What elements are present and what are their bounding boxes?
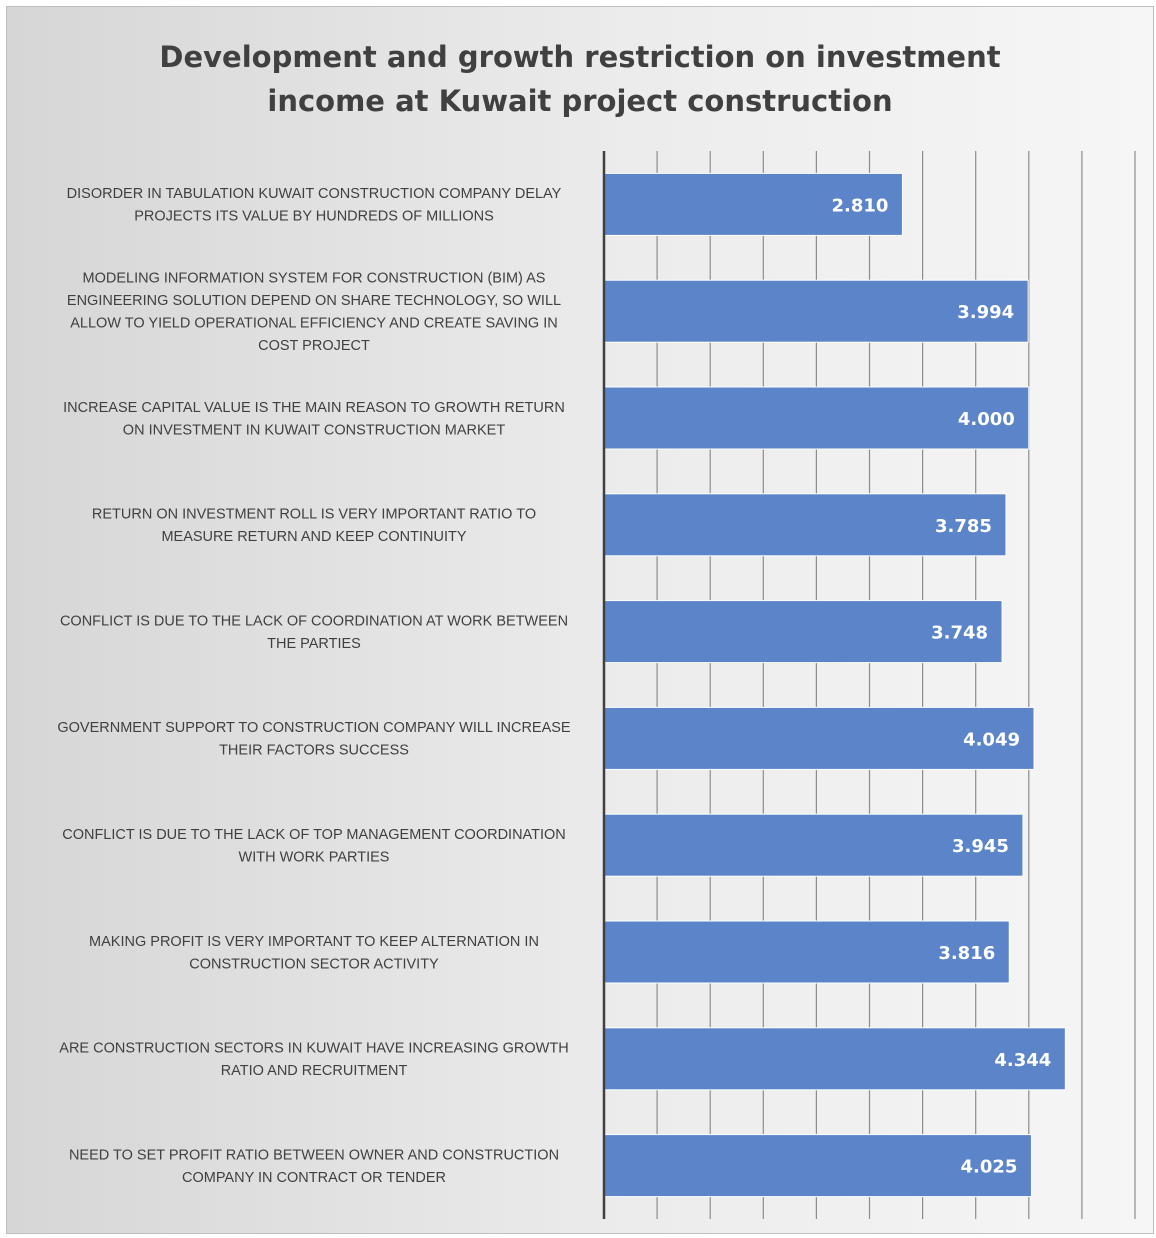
category-label: DISORDER IN TABULATION KUWAIT CONSTRUCTI… xyxy=(67,186,562,225)
category-label: ARE CONSTRUCTION SECTORS IN KUWAIT HAVE … xyxy=(59,1041,568,1080)
data-label: 3.994 xyxy=(957,302,1014,323)
data-label: 4.344 xyxy=(994,1050,1051,1071)
category-label: CONFLICT IS DUE TO THE LACK OF COORDINAT… xyxy=(60,613,568,652)
bar xyxy=(603,1134,1032,1198)
data-label: 4.049 xyxy=(963,729,1020,750)
data-label: 3.816 xyxy=(938,943,995,964)
data-label: 3.945 xyxy=(952,836,1009,857)
bar-chart: 2.810 DISORDER IN TABULATION KUWAIT CONST… xyxy=(57,151,1136,1219)
bar xyxy=(603,920,1010,984)
data-label: 2.810 xyxy=(831,195,888,216)
bar xyxy=(603,172,903,236)
category-label: MODELING INFORMATION SYSTEM FOR CONSTRUC… xyxy=(67,270,561,354)
bar xyxy=(603,813,1024,877)
data-label: 4.000 xyxy=(958,409,1015,430)
category-label: NEED TO SET PROFIT RATIO BETWEEN OWNER A… xyxy=(69,1147,559,1186)
chart-title: Development and growth restriction on in… xyxy=(159,40,1001,118)
category-label: CONFLICT IS DUE TO THE LACK OF TOP MANAG… xyxy=(62,827,566,866)
data-label: 3.748 xyxy=(931,623,988,644)
bar xyxy=(603,600,1003,664)
chart-frame: Development and growth restriction on in… xyxy=(6,6,1154,1234)
category-label: INCREASE CAPITAL VALUE IS THE MAIN REASO… xyxy=(63,400,565,439)
category-label: RETURN ON INVESTMENT ROLL IS VERY IMPORT… xyxy=(92,507,536,546)
category-label: MAKING PROFIT IS VERY IMPORTANT TO KEEP … xyxy=(89,934,539,973)
bar xyxy=(603,1027,1066,1091)
data-label: 3.785 xyxy=(935,516,992,537)
bar xyxy=(603,386,1030,450)
data-label: 4.025 xyxy=(961,1157,1018,1178)
bar xyxy=(603,493,1007,557)
bar xyxy=(603,706,1035,770)
category-label: GOVERNMENT SUPPORT TO CONSTRUCTION COMPA… xyxy=(57,720,571,759)
